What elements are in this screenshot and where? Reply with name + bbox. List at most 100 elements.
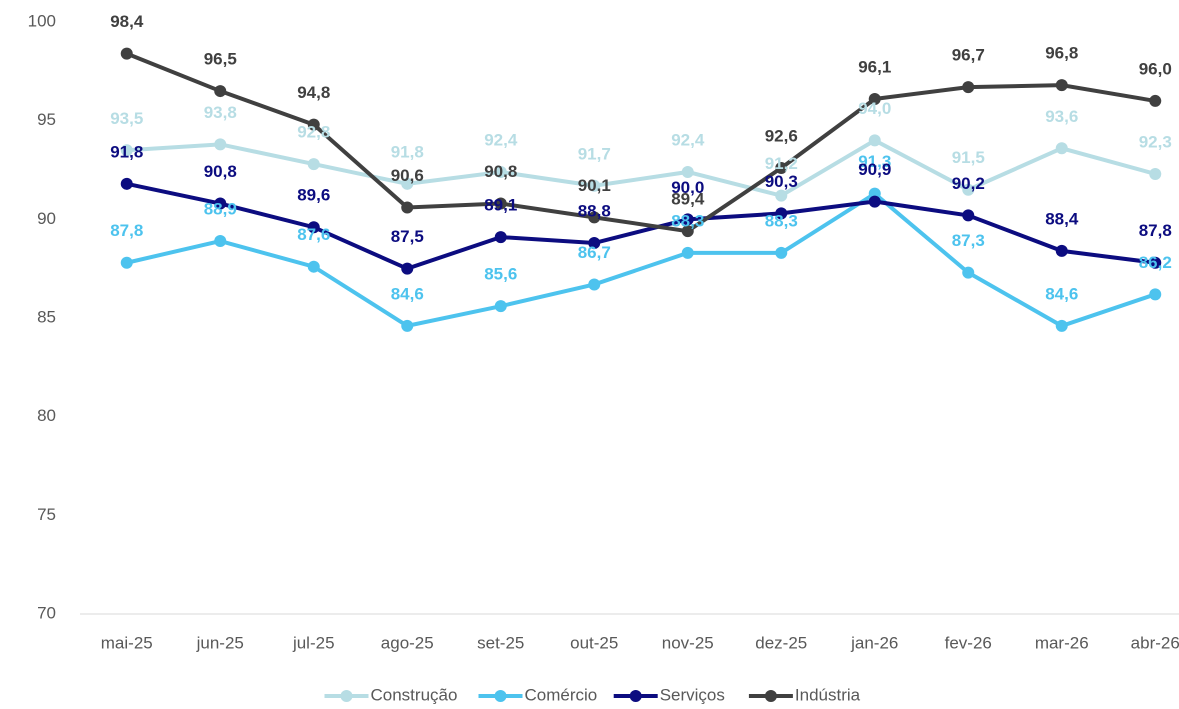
legend-marker: [764, 690, 777, 702]
legend-label: Indústria: [795, 685, 861, 704]
x-tick-label: jul-25: [292, 633, 335, 652]
data-label: 88,4: [1045, 209, 1079, 228]
y-tick-label: 90: [37, 209, 56, 228]
x-tick-label: jun-25: [196, 633, 244, 652]
legend-marker: [494, 690, 507, 702]
data-point: [868, 195, 881, 208]
data-label: 91,3: [858, 152, 891, 171]
x-tick-label: set-25: [477, 633, 524, 652]
data-label: 90,1: [578, 176, 611, 195]
data-label: 96,1: [858, 57, 891, 76]
data-point: [494, 300, 507, 313]
data-label: 90,9: [858, 160, 891, 179]
x-tick-label: mar-26: [1035, 633, 1089, 652]
data-label: 89,4: [671, 190, 705, 209]
data-point: [401, 262, 414, 275]
data-point: [307, 118, 320, 131]
data-label: 92,6: [765, 127, 798, 146]
data-label: 94,0: [858, 99, 891, 118]
data-label: 89,1: [484, 196, 517, 215]
data-label: 84,6: [391, 284, 424, 303]
legend-label: Comércio: [525, 685, 598, 704]
data-point: [1149, 94, 1162, 107]
data-point: [1055, 142, 1068, 155]
data-point: [1055, 244, 1068, 257]
data-label: 91,2: [765, 154, 798, 173]
data-point: [868, 92, 881, 105]
data-point: [214, 85, 227, 98]
data-point: [1055, 79, 1068, 92]
data-label: 87,6: [297, 225, 330, 244]
data-label: 87,8: [110, 221, 143, 240]
data-label: 90,8: [484, 162, 517, 181]
x-tick-label: fev-26: [945, 633, 992, 652]
data-point: [681, 213, 694, 226]
legend-label: Serviços: [660, 685, 725, 704]
data-point: [1149, 256, 1162, 269]
data-label: 85,6: [484, 265, 517, 284]
data-point: [962, 183, 975, 196]
data-point: [120, 256, 133, 269]
data-point: [120, 177, 133, 190]
data-label: 93,5: [110, 109, 143, 128]
data-point: [494, 197, 507, 210]
x-tick-label: out-25: [570, 633, 618, 652]
data-label: 86,7: [578, 243, 611, 262]
data-point: [401, 319, 414, 332]
data-label: 90,2: [952, 174, 985, 193]
data-label: 88,8: [578, 201, 611, 220]
data-point: [214, 138, 227, 151]
data-label: 92,3: [1139, 132, 1172, 151]
data-point: [775, 246, 788, 259]
data-point: [681, 246, 694, 259]
series-line: [126, 191, 1156, 329]
data-point: [1149, 288, 1162, 301]
data-label: 86,2: [1139, 253, 1172, 272]
data-point: [307, 221, 320, 234]
series-line: [126, 181, 1156, 271]
data-point: [307, 260, 320, 273]
data-label: 88,9: [204, 200, 237, 219]
data-point: [120, 144, 133, 157]
data-label: 92,4: [484, 130, 518, 149]
data-point: [401, 201, 414, 214]
data-label: 91,5: [952, 148, 985, 167]
data-label: 87,8: [1139, 221, 1172, 240]
legend-label: Construção: [371, 685, 458, 704]
data-label: 89,6: [297, 186, 330, 205]
data-label: 87,5: [391, 227, 424, 246]
data-point: [868, 134, 881, 147]
data-label: 96,0: [1139, 59, 1172, 78]
data-point: [588, 278, 601, 291]
data-point: [962, 209, 975, 222]
data-point: [214, 235, 227, 248]
data-point: [120, 47, 133, 60]
legend-marker: [629, 690, 642, 702]
data-point: [775, 207, 788, 220]
x-tick-label: jan-26: [850, 633, 898, 652]
data-point: [214, 197, 227, 210]
data-label: 92,8: [297, 123, 330, 142]
data-point: [681, 225, 694, 238]
y-tick-label: 75: [37, 505, 56, 524]
x-tick-label: ago-25: [381, 633, 434, 652]
data-label: 96,8: [1045, 44, 1078, 63]
data-point: [1149, 167, 1162, 180]
data-point: [588, 179, 601, 192]
data-point: [494, 165, 507, 178]
y-tick-label: 85: [37, 307, 56, 326]
data-label: 96,5: [204, 50, 237, 69]
data-label: 84,6: [1045, 284, 1078, 303]
data-label: 93,8: [204, 103, 237, 122]
legend-marker: [340, 690, 353, 702]
data-point: [588, 237, 601, 250]
data-label: 90,3: [765, 172, 798, 191]
y-tick-label: 70: [37, 603, 56, 622]
data-point: [1055, 319, 1068, 332]
y-tick-label: 100: [28, 11, 56, 30]
data-point: [494, 231, 507, 244]
data-label: 91,7: [578, 144, 611, 163]
data-point: [307, 158, 320, 171]
data-point: [681, 165, 694, 178]
